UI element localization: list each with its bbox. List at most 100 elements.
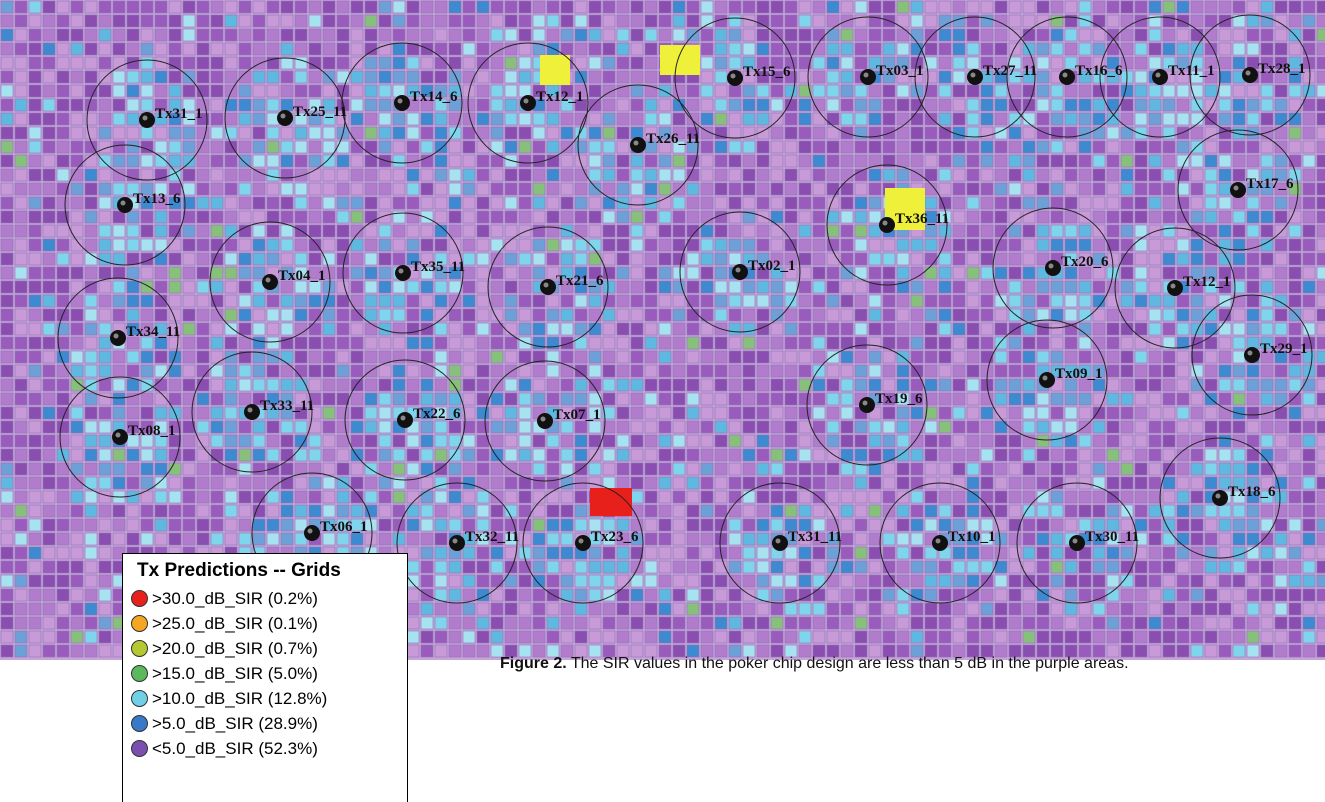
grid-cell [995,491,1007,503]
grid-cell [1163,197,1175,209]
grid-cell [869,239,881,251]
grid-cell [855,253,867,265]
grid-cell [743,141,755,153]
grid-cell [757,547,769,559]
grid-cell [1,253,13,265]
grid-cell [1149,267,1161,279]
grid-cell [183,533,195,545]
grid-cell [15,141,27,153]
grid-cell [253,323,265,335]
grid-cell [1303,183,1315,195]
grid-cell [1303,449,1315,461]
grid-cell [435,575,447,587]
grid-cell [85,197,97,209]
grid-cell [925,505,937,517]
grid-cell [295,127,307,139]
grid-cell [1037,29,1049,41]
grid-cell [393,71,405,83]
grid-cell [799,435,811,447]
grid-cell [477,253,489,265]
grid-cell [519,491,531,503]
grid-cell [631,169,643,181]
grid-cell [211,519,223,531]
grid-cell [603,435,615,447]
grid-cell [1065,589,1077,601]
grid-cell [1163,575,1175,587]
grid-cell [547,477,559,489]
grid-cell [981,449,993,461]
transmitter [727,70,743,86]
grid-cell [701,267,713,279]
grid-cell [1149,169,1161,181]
grid-cell [449,351,461,363]
grid-cell [197,309,209,321]
grid-cell [1009,197,1021,209]
grid-cell [1107,351,1119,363]
grid-cell [43,449,55,461]
grid-cell [925,337,937,349]
grid-cell [757,603,769,615]
grid-cell [197,533,209,545]
grid-cell [575,113,587,125]
grid-cell [911,491,923,503]
grid-cell [435,337,447,349]
grid-cell [43,365,55,377]
grid-cell [953,309,965,321]
grid-cell [575,379,587,391]
grid-cell [281,155,293,167]
grid-cell [1205,603,1217,615]
grid-cell [43,393,55,405]
grid-cell [617,477,629,489]
grid-cell [491,631,503,643]
grid-cell [869,141,881,153]
grid-cell [309,127,321,139]
grid-cell [1093,1,1105,13]
grid-cell [15,225,27,237]
grid-cell [1065,337,1077,349]
grid-cell [645,393,657,405]
grid-cell [883,281,895,293]
grid-cell [211,393,223,405]
grid-cell [239,463,251,475]
grid-cell [1261,561,1273,573]
grid-cell [1275,561,1287,573]
transmitter [520,95,536,111]
grid-cell [701,505,713,517]
grid-cell [743,281,755,293]
grid-cell [715,435,727,447]
grid-cell [127,267,139,279]
grid-cell [421,533,433,545]
grid-cell [15,155,27,167]
grid-cell [379,141,391,153]
grid-cell [337,211,349,223]
hotspot [660,45,700,75]
grid-cell [1023,337,1035,349]
grid-cell [1177,407,1189,419]
grid-cell [43,533,55,545]
grid-cell [295,85,307,97]
grid-cell [15,603,27,615]
grid-cell [855,477,867,489]
grid-cell [645,589,657,601]
grid-cell [239,435,251,447]
transmitter [1212,490,1228,506]
grid-cell [1219,463,1231,475]
grid-cell [1037,155,1049,167]
grid-cell [1247,393,1259,405]
grid-cell [771,351,783,363]
grid-cell [519,589,531,601]
grid-cell [1289,127,1301,139]
grid-cell [533,603,545,615]
grid-cell [729,57,741,69]
grid-cell [757,197,769,209]
grid-cell [1037,99,1049,111]
grid-cell [1303,309,1315,321]
grid-cell [771,575,783,587]
grid-cell [351,365,363,377]
grid-cell [491,169,503,181]
grid-cell [827,141,839,153]
grid-cell [673,435,685,447]
grid-cell [869,491,881,503]
grid-cell [379,365,391,377]
grid-cell [785,505,797,517]
